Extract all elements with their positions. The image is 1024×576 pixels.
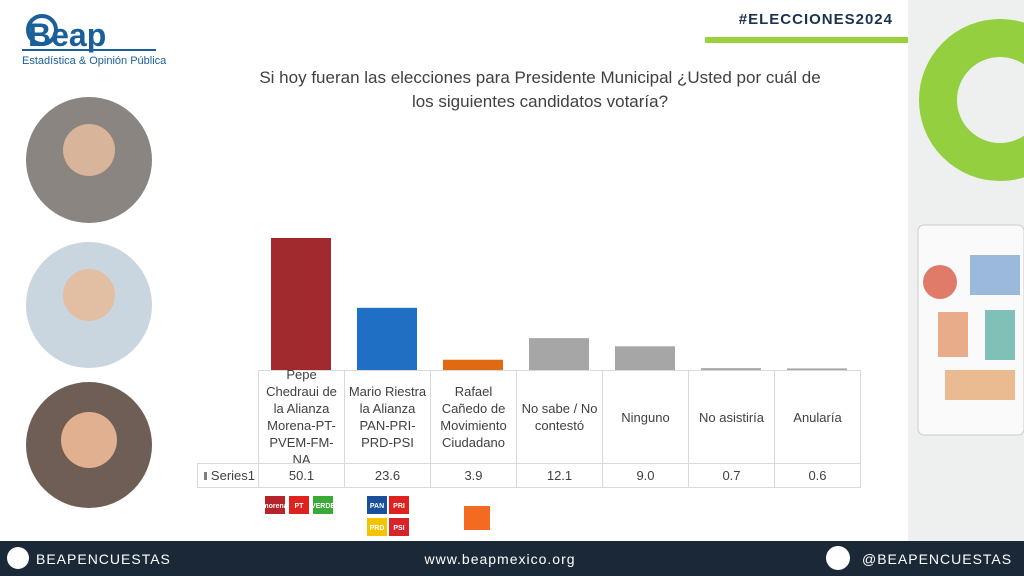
party-label: morena bbox=[262, 503, 287, 510]
twitter-icon bbox=[826, 546, 850, 570]
website: www.beapmexico.org bbox=[423, 551, 575, 567]
chart-title: Si hoy fueran las elecciones para Presid… bbox=[259, 68, 821, 111]
party-logo bbox=[265, 496, 285, 514]
party-label: PRD bbox=[370, 525, 385, 532]
facebook-icon bbox=[7, 547, 29, 569]
party-logo bbox=[367, 496, 387, 514]
bars-decor bbox=[970, 255, 1020, 295]
bar bbox=[357, 307, 417, 370]
logo-text: Beap bbox=[28, 17, 106, 53]
hashtag-underline bbox=[705, 37, 908, 43]
bar bbox=[271, 238, 331, 370]
value-label: 23.6 bbox=[344, 463, 431, 488]
category-cell: Anularía bbox=[774, 370, 861, 464]
party-logo bbox=[313, 496, 333, 514]
mc-logo bbox=[464, 506, 490, 530]
party-logo bbox=[367, 518, 387, 536]
bars-decor bbox=[938, 312, 968, 357]
category-cell: No asistiría bbox=[688, 370, 775, 464]
party-label: PSI bbox=[393, 525, 404, 532]
party-label: PRI bbox=[393, 503, 405, 510]
category-cell: No sabe / No contestó bbox=[516, 370, 603, 464]
category-cell: Mario Riestra la Alianza PAN-PRI-PRD-PSI bbox=[344, 370, 431, 464]
bar bbox=[787, 368, 847, 370]
bar bbox=[701, 368, 761, 370]
bar bbox=[529, 338, 589, 370]
photo-face bbox=[63, 269, 115, 321]
legend-cell: Series1 bbox=[197, 463, 259, 488]
ring-decor bbox=[919, 19, 1024, 181]
party-label: PT bbox=[295, 503, 305, 510]
value-label: 50.1 bbox=[258, 463, 345, 488]
category-cell: Rafael Cañedo de Movimiento Ciudadano bbox=[430, 370, 517, 464]
party-label: PAN bbox=[370, 503, 384, 510]
logo-icon bbox=[26, 14, 58, 46]
bars-decor bbox=[945, 370, 1015, 400]
value-label: 3.9 bbox=[430, 463, 517, 488]
photo-face bbox=[61, 412, 117, 468]
bar bbox=[443, 359, 503, 370]
category-cell: Pepe Chedraui de la Alianza Morena-PT-PV… bbox=[258, 367, 345, 467]
party-logo bbox=[289, 496, 309, 514]
logo-tagline: Estadística & Opinión Pública bbox=[22, 55, 167, 67]
party-label: VERDE bbox=[311, 503, 335, 510]
twitter-handle: @BEAPENCUESTAS bbox=[862, 551, 1012, 567]
category-cell: Ninguno bbox=[602, 370, 689, 464]
value-label: 0.6 bbox=[774, 463, 861, 488]
facebook-handle: BEAPENCUESTAS bbox=[36, 551, 171, 567]
pie-decor bbox=[923, 265, 957, 299]
photo-face bbox=[63, 124, 115, 176]
party-logo bbox=[389, 518, 409, 536]
value-label: 12.1 bbox=[516, 463, 603, 488]
legend-swatch bbox=[204, 471, 207, 480]
bar bbox=[615, 346, 675, 370]
party-logo bbox=[389, 496, 409, 514]
legend-label: Series1 bbox=[210, 468, 255, 483]
hashtag: #ELECCIONES2024 bbox=[739, 11, 893, 28]
footer-bar bbox=[0, 541, 1024, 576]
bars-decor bbox=[985, 310, 1015, 360]
value-label: 0.7 bbox=[688, 463, 775, 488]
value-label: 9.0 bbox=[602, 463, 689, 488]
